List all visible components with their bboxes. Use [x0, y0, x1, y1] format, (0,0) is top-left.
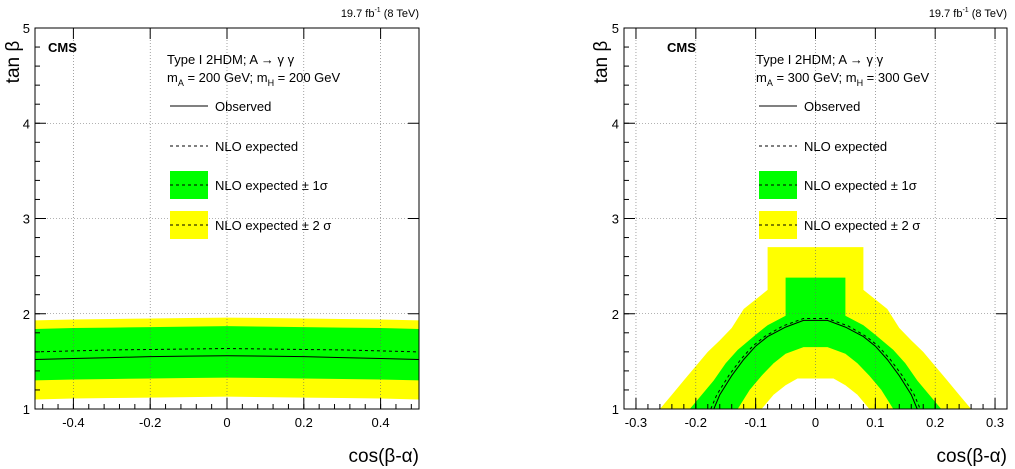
right-y-tick-label-2: 3 — [612, 212, 619, 227]
left-legend: Observed NLO expected NLO expected ± 1σ … — [170, 99, 331, 239]
left-x-tick-label-1: -0.2 — [139, 415, 161, 430]
left-axes: -0.4 -0.2 0 0.2 0.4 1 2 3 4 5 — [23, 21, 420, 430]
right-x-tick-label-0: -0.3 — [625, 415, 647, 430]
left-legend-expected-label: NLO expected — [215, 139, 298, 154]
right-legend-observed-label: Observed — [804, 99, 860, 114]
right-2sigma-inner-edge — [761, 378, 870, 409]
left-x-tick-label-0: -0.4 — [62, 415, 84, 430]
left-observed-line — [34, 355, 420, 360]
left-y-tick-label-3: 4 — [23, 116, 30, 131]
left-grid — [35, 28, 419, 409]
right-x-tick-label-3: 0 — [812, 415, 819, 430]
left-lumi-label: 19.7 fb-1 (8 TeV) — [341, 7, 419, 20]
right-observed-line — [713, 319, 918, 410]
right-mass-label: mA = 300 GeV; mH = 300 GeV — [756, 70, 930, 88]
left-x-tick-label-2: 0 — [223, 415, 230, 430]
right-y-axis-label: tan β — [591, 41, 612, 84]
right-x-tick-label-5: 0.2 — [926, 415, 944, 430]
right-legend-expected-label: NLO expected — [804, 139, 887, 154]
right-y-tick-label-3: 4 — [612, 116, 619, 131]
right-x-tick-label-4: 0.1 — [866, 415, 884, 430]
right-x-tick-label-6: 0.3 — [986, 415, 1004, 430]
right-grid — [624, 28, 1007, 409]
right-y-tick-label-1: 2 — [612, 307, 619, 322]
right-cms-label: CMS — [667, 40, 696, 55]
left-x-axis-label: cos(β-α) — [349, 446, 419, 467]
left-mass-label: mA = 200 GeV; mH = 200 GeV — [167, 70, 341, 88]
left-y-tick-label-0: 1 — [23, 402, 30, 417]
right-x-tick-label-2: -0.1 — [744, 415, 766, 430]
left-1sigma-band — [35, 326, 419, 381]
left-y-tick-label-1: 2 — [23, 307, 30, 322]
left-cms-label: CMS — [48, 40, 77, 55]
right-panel: -0.3 -0.2 -0.1 0 0.1 0.2 0.3 1 2 3 4 5 19.7 fb-1 (8… — [591, 7, 1008, 467]
left-y-tick-label-4: 5 — [23, 21, 30, 36]
right-model-label: Type I 2HDM; A → γ γ — [756, 52, 884, 67]
right-y-tick-label-0: 1 — [612, 402, 619, 417]
right-lines — [710, 318, 921, 410]
right-legend-2sigma-label: NLO expected ± 2 σ — [804, 218, 920, 233]
left-lines — [34, 347, 420, 360]
right-y-tick-label-4: 5 — [612, 21, 619, 36]
left-panel: -0.4 -0.2 0 0.2 0.4 1 2 3 4 5 19.7 fb-1 (8 TeV) C… — [3, 7, 420, 467]
right-legend-1sigma-label: NLO expected ± 1σ — [804, 178, 917, 193]
left-legend-2sigma-label: NLO expected ± 2 σ — [215, 218, 331, 233]
left-legend-observed-label: Observed — [215, 99, 271, 114]
left-legend-1sigma-label: NLO expected ± 1σ — [215, 178, 328, 193]
right-legend: Observed NLO expected NLO expected ± 1σ … — [759, 99, 920, 239]
right-lumi-label: 19.7 fb-1 (8 TeV) — [929, 7, 1007, 20]
left-y-axis-label: tan β — [3, 41, 24, 84]
left-y-tick-label-2: 3 — [23, 212, 30, 227]
right-x-axis-label: cos(β-α) — [937, 446, 1007, 467]
left-x-tick-label-3: 0.2 — [295, 415, 313, 430]
right-expected-line — [710, 318, 921, 410]
left-expected-line — [34, 347, 420, 353]
left-model-label: Type I 2HDM; A → γ γ — [167, 52, 295, 67]
right-axes: -0.3 -0.2 -0.1 0 0.1 0.2 0.3 1 2 3 4 5 — [612, 21, 1008, 430]
left-x-tick-label-4: 0.4 — [372, 415, 390, 430]
right-x-tick-label-1: -0.2 — [685, 415, 707, 430]
